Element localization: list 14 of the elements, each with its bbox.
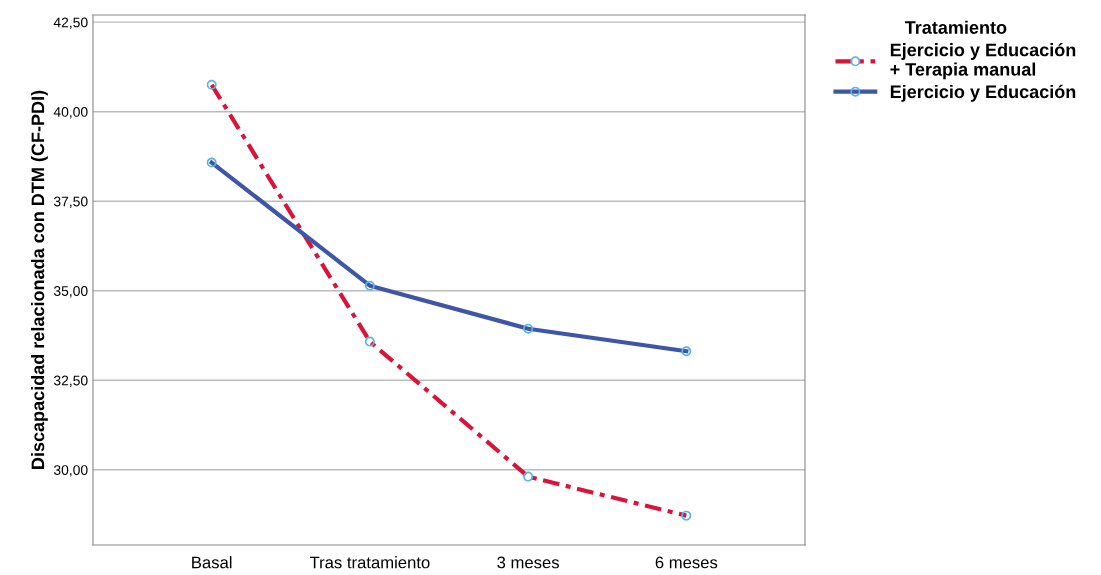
y-tick-label: 40,00 [53, 107, 88, 119]
y-tick-label: 32,50 [53, 375, 88, 388]
legend-label: Ejercicio y Educación + Terapia manual [890, 42, 1076, 80]
x-tick-label: 3 meses [497, 556, 560, 569]
legend-title: Tratamiento [904, 20, 1007, 34]
x-tick-label: Tras tratamiento [309, 556, 430, 569]
y-tick-label: 42,50 [53, 17, 88, 29]
legend-label: Ejercicio y Educación [890, 84, 1076, 102]
y-tick-label: 37,50 [53, 196, 88, 209]
y-tick-label: 35,00 [53, 286, 88, 298]
y-axis-title: Discapacidad relacionada con DTM (CF-PDI) [31, 90, 48, 469]
x-tick-label: 6 meses [655, 556, 718, 569]
y-tick-label: 30,00 [53, 465, 88, 477]
x-tick-label: Basal [192, 556, 232, 569]
